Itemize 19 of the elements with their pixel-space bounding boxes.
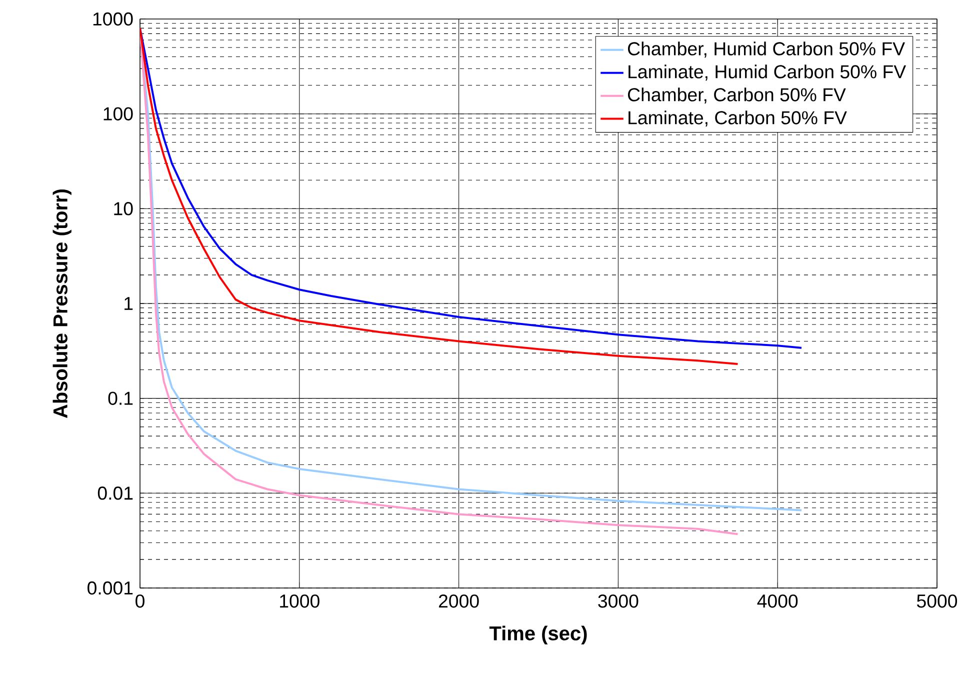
legend-label: Chamber, Carbon 50% FV	[628, 88, 846, 104]
y-tick-label: 0.01	[98, 486, 133, 500]
x-tick-label: 3000	[598, 594, 638, 608]
legend-label: Laminate, Humid Carbon 50% FV	[628, 64, 906, 81]
y-tick-label: 10	[114, 202, 133, 216]
y-tick-label: 1000	[93, 12, 133, 26]
y-tick-label: 0.001	[88, 581, 133, 595]
x-tick-label: 2000	[438, 594, 479, 608]
legend-label: Chamber, Humid Carbon 50% FV	[628, 42, 905, 58]
y-tick-label: 1	[124, 297, 133, 310]
y-tick-label: 100	[104, 107, 133, 120]
x-tick-label: 1000	[280, 594, 320, 608]
x-tick-label: 5000	[916, 594, 958, 608]
x-tick-label: 4000	[757, 594, 798, 608]
y-tick-label: 0.1	[108, 392, 133, 405]
x-tick-label: 0	[136, 594, 144, 608]
legend-label: Laminate, Carbon 50% FV	[628, 110, 847, 127]
x-axis-title: Time (sec)	[489, 626, 587, 644]
y-axis-title: Absolute Pressure (torr)	[52, 189, 72, 418]
